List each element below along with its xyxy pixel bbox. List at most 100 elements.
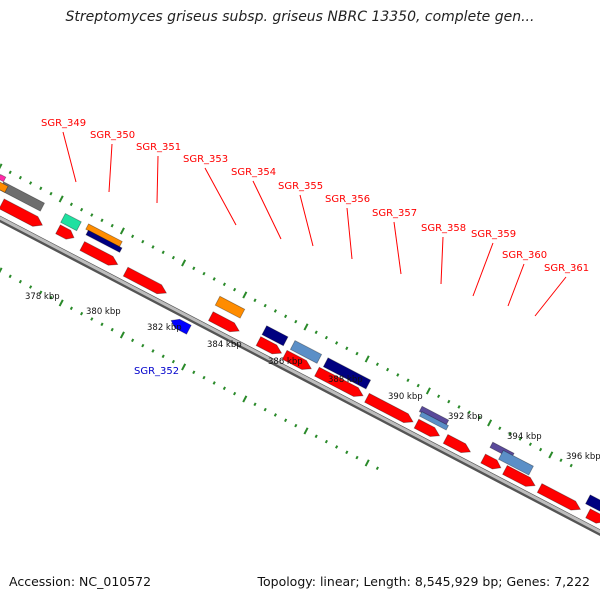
minor-tick — [80, 311, 84, 316]
scale-label: 384 kbp — [207, 340, 242, 350]
accession-value: NC_010572 — [79, 574, 152, 589]
gene-feature — [585, 508, 600, 524]
minor-tick — [539, 447, 543, 452]
minor-tick — [69, 306, 73, 311]
minor-tick — [141, 343, 145, 348]
minor-tick — [202, 375, 206, 380]
minor-tick — [386, 367, 390, 372]
minor-tick — [171, 359, 175, 364]
minor-tick — [396, 373, 400, 377]
minor-tick — [355, 455, 359, 460]
gene-feature — [261, 325, 289, 347]
major-tick — [242, 291, 248, 299]
minor-tick — [416, 383, 420, 388]
minor-tick — [335, 445, 339, 449]
minor-tick — [212, 381, 216, 385]
minor-tick — [151, 349, 155, 353]
minor-tick — [273, 309, 277, 313]
length-label: Length: — [363, 574, 411, 589]
minor-tick — [161, 354, 165, 359]
minor-tick — [273, 413, 277, 417]
minor-tick — [508, 431, 512, 436]
leader-line — [346, 207, 353, 260]
minor-tick — [569, 463, 573, 468]
major-tick — [364, 355, 370, 363]
gene-label: SGR_361 — [544, 263, 589, 274]
scale-label: 388 kbp — [328, 375, 363, 385]
gene-feature — [214, 295, 246, 319]
scale-labels: 378 kbp 380 kbp 382 kbp 384 kbp 386 kbp 388 k… — [25, 292, 600, 462]
label-leader-lines — [62, 131, 567, 317]
minor-tick — [324, 335, 328, 340]
gene-feature — [170, 318, 192, 335]
gene-label: SGR_354 — [231, 167, 276, 178]
gene-feature — [322, 357, 372, 390]
minor-tick — [49, 191, 53, 196]
minor-tick — [29, 285, 33, 289]
minor-tick — [375, 362, 379, 367]
gene-label: SGR_359 — [471, 229, 516, 240]
minor-tick — [29, 181, 33, 185]
gene-feature — [255, 336, 283, 355]
gene-label: SGR_355 — [278, 181, 323, 192]
gene-feature — [122, 266, 168, 295]
minor-tick — [18, 279, 22, 284]
feature-track — [0, 173, 600, 524]
minor-tick — [314, 330, 318, 335]
scale-label: 386 kbp — [268, 357, 303, 367]
minor-tick — [192, 266, 196, 271]
minor-tick — [100, 218, 104, 223]
leader-line — [252, 180, 282, 240]
accession-line: Accession: NC_010572 — [9, 574, 151, 589]
topology-value: linear — [319, 574, 356, 589]
gene-feature — [480, 453, 502, 470]
gene-label: SGR_349 — [41, 118, 86, 129]
major-tick — [364, 459, 370, 467]
major-tick — [548, 451, 554, 459]
minor-tick — [39, 186, 43, 191]
scale-label: 382 kbp — [147, 323, 182, 333]
major-tick — [119, 227, 125, 235]
gene-feature — [364, 392, 414, 424]
gene-label: SGR_351 — [136, 142, 181, 153]
leader-line — [204, 167, 237, 226]
gene-label: SGR_357 — [372, 208, 417, 219]
major-tick — [487, 419, 493, 427]
minor-tick — [69, 202, 73, 207]
minor-tick — [294, 423, 298, 428]
genes-value: 7,222 — [554, 574, 590, 589]
leader-line — [156, 155, 159, 204]
minor-tick — [263, 303, 267, 308]
minor-tick — [559, 458, 563, 463]
gene-label: SGR_358 — [421, 223, 466, 234]
minor-tick — [253, 298, 257, 303]
major-tick — [425, 387, 431, 395]
minor-tick — [212, 277, 216, 281]
gene-feature — [79, 241, 119, 266]
minor-tick — [39, 290, 43, 295]
minor-tick — [498, 426, 502, 431]
minor-tick — [141, 239, 145, 244]
leader-line — [108, 143, 113, 193]
leader-line — [299, 194, 314, 247]
gene-label-minus: SGR_352 — [134, 366, 179, 377]
gene-feature — [0, 181, 9, 194]
scale-label: 392 kbp — [448, 412, 483, 422]
minor-tick — [18, 175, 22, 180]
gene-feature — [0, 198, 44, 227]
minor-tick — [100, 322, 104, 327]
major-tick — [0, 267, 3, 275]
major-tick — [119, 331, 125, 339]
genes-label: Genes: — [506, 574, 551, 589]
minor-tick — [151, 245, 155, 249]
minor-tick — [131, 234, 135, 239]
minor-tick — [294, 319, 298, 324]
minor-tick — [233, 287, 237, 292]
gene-feature — [442, 433, 472, 454]
gene-feature — [60, 212, 82, 232]
outer-tick-track — [0, 163, 573, 468]
minor-tick — [406, 378, 410, 383]
leader-line — [534, 276, 567, 317]
gene-label: SGR_350 — [90, 130, 135, 141]
scale-label: 378 kbp — [25, 292, 60, 302]
